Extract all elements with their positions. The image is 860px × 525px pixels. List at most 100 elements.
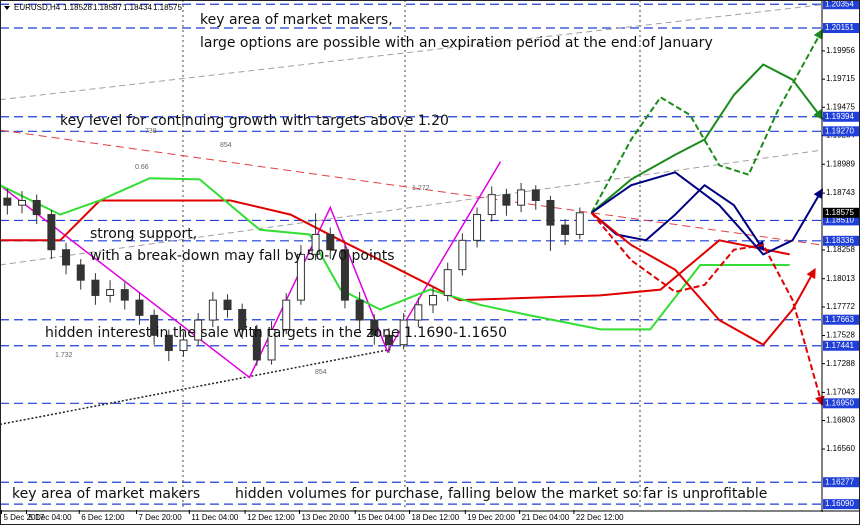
y-tick-label: 1.18989: [826, 159, 855, 168]
annotation: key area of market makers: [12, 486, 200, 502]
candle-body: [414, 304, 423, 321]
candle-body: [135, 299, 144, 316]
forecast-line: [590, 171, 824, 256]
candle-body: [3, 197, 12, 206]
menu-arrow: [4, 6, 10, 10]
candle-body: [47, 214, 56, 251]
y-tick-label: 1.18258: [826, 245, 855, 254]
annotation: strong support,: [90, 226, 197, 242]
level-label: 1.20354: [825, 0, 854, 8]
candle-body: [458, 239, 467, 271]
forecast-layer: [590, 28, 825, 407]
candle-body: [32, 199, 41, 216]
candle-body: [531, 189, 540, 201]
overlay-line: [0, 177, 790, 331]
candle-body: [473, 214, 482, 241]
level-label: 1.16090: [825, 499, 854, 508]
candle-body: [208, 299, 217, 321]
candle-body: [296, 253, 305, 301]
candle-body: [150, 314, 159, 336]
x-tick-label: 19 Dec 20:00: [467, 513, 515, 522]
candle-body: [546, 199, 555, 226]
candle-body: [76, 264, 85, 281]
level-label-box: [823, 215, 860, 226]
y-tick-label: 1.19956: [826, 46, 855, 55]
x-tick-label: 11 Dec 04:00: [191, 513, 239, 522]
candle-layer: [3, 182, 584, 366]
candle-body: [91, 279, 100, 296]
level-label-box: [823, 477, 860, 488]
y-tick-label: 1.18743: [826, 188, 855, 197]
level-label-box: [823, 126, 860, 137]
fibo-label: 854: [220, 142, 232, 149]
annotation: key area of market makers,: [200, 12, 393, 28]
candle-body: [429, 294, 438, 306]
candle-body: [502, 194, 511, 206]
y-tick-label: 1.17288: [826, 359, 855, 368]
candle-body: [106, 289, 115, 296]
symbol: EURUSD,H4: [14, 3, 61, 12]
fibo-label: 854: [315, 369, 327, 376]
y-tick-label: 1.17528: [826, 331, 855, 340]
level-label: 1.16950: [825, 398, 854, 407]
candle-body: [62, 249, 71, 266]
y-tick-label: 1.16803: [826, 416, 855, 425]
overlay-line: [0, 4, 823, 101]
level-label-box: [823, 340, 860, 351]
y-tick-label: 1.18013: [826, 274, 855, 283]
y-tick-label: 1.19715: [826, 74, 855, 83]
x-tick-label: 21 Dec 04:00: [522, 513, 570, 522]
x-tick-label: 6 Dec 12:00: [81, 513, 125, 522]
x-tick-label: 18 Dec 12:00: [412, 513, 460, 522]
annotation: hidden interest in the sale with targets…: [45, 325, 507, 341]
candle-body: [311, 233, 320, 255]
x-tick-label: 12 Dec 12:00: [247, 513, 295, 522]
candle-body: [223, 299, 232, 311]
x-tick-label: 13 Dec 20:00: [301, 513, 349, 522]
candle-body: [282, 299, 291, 330]
level-label: 1.17663: [825, 315, 854, 324]
forecast-line: [590, 212, 816, 346]
fibo-label: 1.732: [55, 352, 73, 359]
overlay-layer: [0, 4, 823, 426]
annotation: with a break-down may fall by 50-70 poin…: [90, 248, 395, 264]
forecast-line: [590, 63, 824, 214]
level-label: 1.19394: [825, 112, 854, 121]
y-tick-label: 1.17043: [826, 388, 855, 397]
ohlc-open: 1.18528: [63, 3, 92, 12]
candle-body: [120, 289, 129, 301]
level-label-box: [823, 235, 860, 246]
fibo-label: 1.272: [412, 185, 430, 192]
candle-body: [561, 224, 570, 235]
candle-body: [340, 249, 349, 301]
ohlc-low: 1.18434: [123, 3, 152, 12]
candle-body: [18, 199, 27, 206]
overlay-line: [0, 199, 790, 302]
candle-body: [267, 328, 276, 361]
candle-body: [575, 212, 584, 235]
overlay-line: [0, 129, 823, 246]
level-label: 1.19270: [825, 126, 854, 135]
current-price-box: [823, 207, 860, 218]
candle-body: [326, 233, 335, 251]
forecast-line: [590, 212, 825, 407]
ohlc-close: 1.18575: [153, 3, 182, 12]
grid-layer: [0, 3, 822, 505]
candle-body: [443, 269, 452, 296]
forecast-line: [590, 184, 765, 252]
candle-body: [487, 194, 496, 216]
y-tick-label: 1.16560: [826, 444, 855, 453]
level-label-box: [823, 23, 860, 34]
candle-body: [355, 299, 364, 321]
level-label: 1.18336: [825, 236, 854, 245]
level-label: 1.17441: [825, 341, 854, 350]
level-label-box: [823, 499, 860, 510]
annotation: key level for continuing growth with tar…: [60, 113, 449, 129]
x-tick-label: 7 Dec 20:00: [139, 513, 183, 522]
level-label-box: [823, 398, 860, 409]
annotation: large options are possible with an expir…: [200, 35, 713, 51]
ohlc-high: 1.18587: [93, 3, 122, 12]
y-tick-label: 1.17772: [826, 302, 855, 311]
